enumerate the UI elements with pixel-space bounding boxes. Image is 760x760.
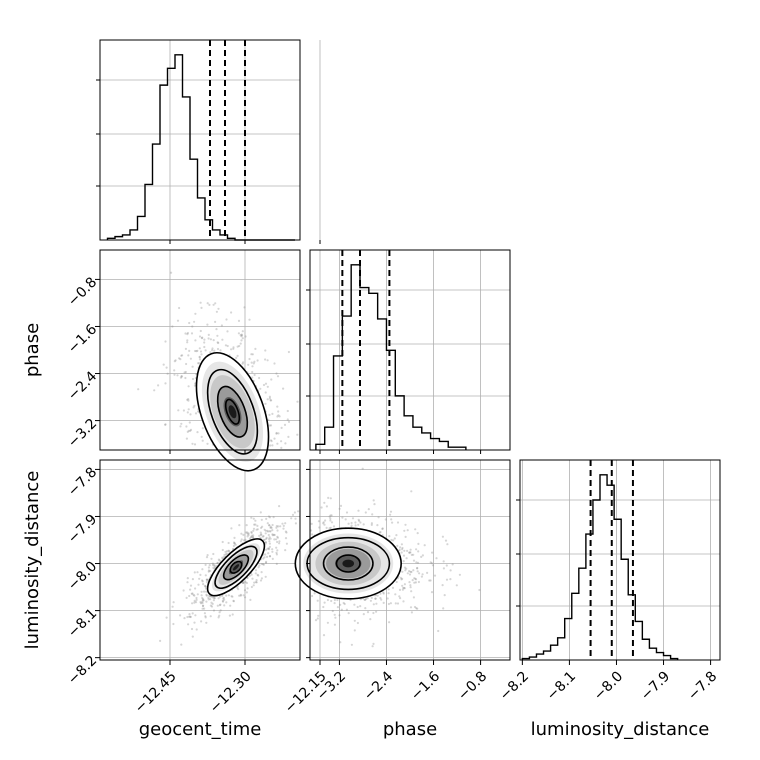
y-tick-label-phase: −3.2 xyxy=(65,416,100,451)
panel-frame xyxy=(99,39,301,241)
x-tick-label-phase: −1.6 xyxy=(408,668,443,703)
x-tick-label-luminosity-distance: −8.2 xyxy=(497,668,532,703)
contour-luminosity-distance-vs-geocent-time-1 xyxy=(229,560,243,574)
y-tick-label-luminosity-distance: −8.1 xyxy=(65,606,100,641)
x-tick-label-luminosity-distance: −7.8 xyxy=(685,668,720,703)
contour-luminosity-distance-vs-geocent-time-3 xyxy=(214,545,258,589)
histogram-geocent-time xyxy=(106,54,295,241)
x-tick-label-luminosity-distance: −8.1 xyxy=(544,668,579,703)
histogram-phase xyxy=(315,264,467,450)
y-axis-label-luminosity-distance: luminosity_distance xyxy=(22,471,43,650)
contour-phase-vs-geocent-time-3 xyxy=(206,368,259,455)
contour-luminosity-distance-vs-geocent-time-2 xyxy=(222,554,250,581)
panel-frame xyxy=(519,459,721,661)
y-tick-label-luminosity-distance: −8.0 xyxy=(65,559,100,594)
x-tick-label-phase: −0.8 xyxy=(455,668,490,703)
x-tick-label-geocent-time: −12.45 xyxy=(132,668,180,716)
contour-luminosity-distance-vs-phase-2 xyxy=(322,546,374,581)
x-tick-label-luminosity-distance: −7.9 xyxy=(638,668,673,703)
contour-phase-vs-geocent-time-1 xyxy=(224,398,241,425)
x-axis-label-phase: phase xyxy=(383,719,437,740)
y-tick-label-phase: −0.8 xyxy=(65,274,100,309)
panel-frame xyxy=(99,459,301,661)
contour-luminosity-distance-vs-geocent-time-4 xyxy=(206,538,266,597)
x-tick-label-phase: −2.4 xyxy=(361,668,396,703)
panel-frame xyxy=(309,459,511,661)
x-tick-label-luminosity-distance: −8.0 xyxy=(591,668,626,703)
y-tick-label-luminosity-distance: −7.8 xyxy=(65,464,100,499)
panel-frame xyxy=(99,249,301,451)
histogram-luminosity-distance xyxy=(521,474,679,660)
x-axis-label-luminosity-distance: luminosity_distance xyxy=(531,719,710,740)
y-tick-label-luminosity-distance: −8.2 xyxy=(65,653,100,688)
panel-frame xyxy=(309,249,511,451)
y-tick-label-luminosity-distance: −7.9 xyxy=(65,511,100,546)
contour-phase-vs-geocent-time-4 xyxy=(195,351,270,472)
contour-phase-vs-geocent-time-2 xyxy=(216,385,249,438)
contour-luminosity-distance-vs-phase-4 xyxy=(294,527,402,600)
x-axis-label-geocent-time: geocent_time xyxy=(139,719,262,740)
x-tick-label-geocent-time: −12.30 xyxy=(207,668,255,716)
y-axis-label-phase: phase xyxy=(22,323,43,377)
contour-luminosity-distance-vs-phase-1 xyxy=(335,554,361,573)
